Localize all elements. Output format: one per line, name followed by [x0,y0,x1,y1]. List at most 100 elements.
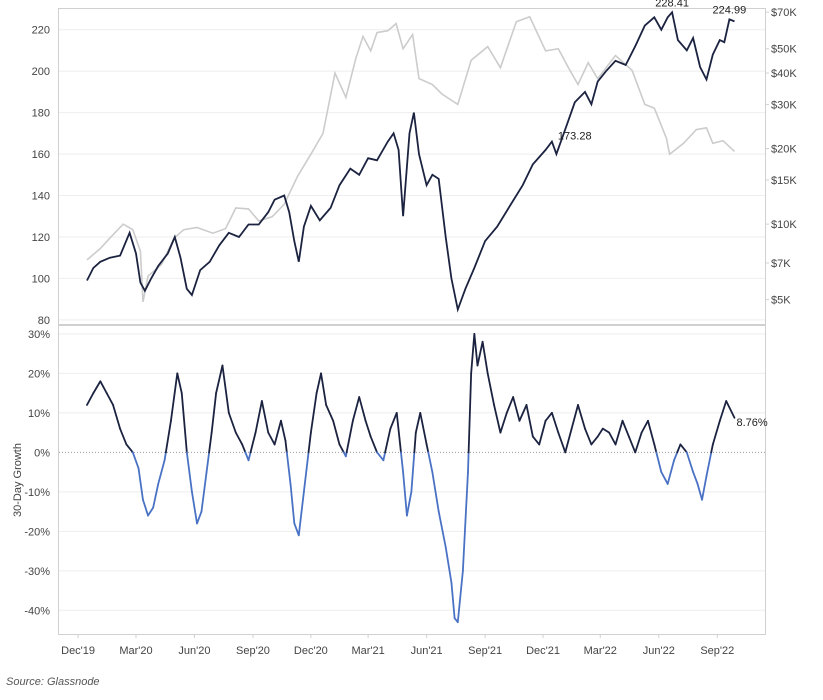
x-tick-label: Sep'22 [700,645,734,657]
growth-segment [125,443,134,454]
chart: 80 100 120 140 160 180 200 220 $5K $7K $10K $15K $2… [12,0,797,657]
growth-segment [382,451,387,462]
annotation-label: 228.41 [655,0,689,9]
growth-segment [476,340,484,367]
growth-segment [655,451,663,474]
growth-segment [676,443,682,454]
growth-segment [395,411,402,454]
y2-tick-label: $7K [771,258,791,270]
growth-segment [249,431,257,454]
growth-segment [538,419,547,446]
y-tick-label: -10% [24,487,50,499]
growth-segment [590,435,599,446]
growth-segment [137,467,144,501]
growth-segment [596,427,604,438]
top-series [86,10,736,313]
growth-segment [289,483,296,525]
y-axis-label: 30-Day Growth [12,443,24,517]
growth-segment [99,380,108,395]
growth-segment [267,431,276,446]
growth-segment [653,443,658,454]
growth-segment [400,451,404,474]
bottom-panel-frame [58,325,766,635]
annotations: 173.28 228.41 224.99 8.76% [558,0,768,429]
growth-segment [696,483,703,501]
x-axis: Dec'19 Mar'20 Jun'20 Sep'20 Dec'20 Mar'21 Jun'… [61,634,734,657]
growth-segment [505,396,515,414]
growth-segment [92,380,102,395]
growth-segment [200,471,208,513]
growth-segment [614,419,624,446]
growth-segment [499,411,508,434]
growth-segment [660,471,669,485]
growth-segment [384,427,392,454]
growth-segment [437,510,447,549]
growth-segment [493,404,502,434]
growth-segment [518,404,528,422]
y-tick-label: 160 [32,149,50,161]
growth-segment [369,435,378,454]
growth-segment [414,411,422,434]
growth-segment [544,411,553,422]
growth-segment [413,431,417,454]
x-tick-label: Mar'20 [119,645,152,657]
growth-segment [725,400,736,419]
growth-segment [86,392,95,406]
x-tick-label: Dec'19 [61,645,95,657]
bottom-y-axis: 30% 20% 10% 0% -10% -20% -30% -40% [24,329,50,617]
growth-segment [260,400,270,434]
x-tick-label: Mar'21 [351,645,384,657]
y2-tick-label: $5K [771,295,791,307]
x-tick-label: Jun'22 [643,645,675,657]
growth-segment [634,431,643,454]
y-tick-label: 30% [28,329,50,341]
growth-segment [551,411,560,434]
growth-segment [470,332,476,375]
growth-segment [427,451,434,474]
y2-tick-label: $10K [771,219,797,231]
growth-segment [531,435,541,446]
growth-segment [621,419,630,438]
growth-segment [221,364,230,414]
x-tick-label: Mar'22 [584,645,617,657]
growth-segment [320,372,328,406]
growth-segment [444,546,453,584]
growth-segment [666,459,675,485]
top-panel-frame [58,8,766,325]
growth-segment [180,392,188,454]
growth-segment [685,451,695,474]
growth-segment [512,396,521,422]
secondary-series-line [86,15,736,303]
source-note: Source: Glassnode [6,676,100,688]
y-tick-label: 80 [38,315,50,327]
growth-segment [419,411,428,446]
growth-segment [673,451,679,462]
growth-segment [601,427,611,434]
growth-segment [461,471,469,572]
growth-segment [119,427,128,446]
growth-segment [584,427,593,446]
growth-segment [273,419,282,446]
growth-segment [450,581,456,620]
growth-segment [456,569,464,624]
growth-segment [205,451,211,474]
growth-segment [196,510,203,525]
growth-segment [152,483,160,509]
growth-segment [247,451,252,462]
x-tick-label: Dec'20 [294,645,328,657]
growth-segment [309,392,318,434]
growth-segment [577,404,586,430]
growth-segment [112,404,121,430]
growth-segment [345,419,354,454]
growth-segment [142,498,149,517]
growth-segment [640,419,649,434]
top-left-axis: 80 100 120 140 160 180 200 220 [32,25,50,327]
growth-segment [164,419,172,454]
growth-segment [227,411,237,434]
growth-segment [280,419,287,442]
growth-segment [570,404,579,430]
growth-segment [425,443,430,454]
growth-segment [176,372,183,395]
growth-segment [627,435,637,454]
y-tick-label: 180 [32,108,50,120]
